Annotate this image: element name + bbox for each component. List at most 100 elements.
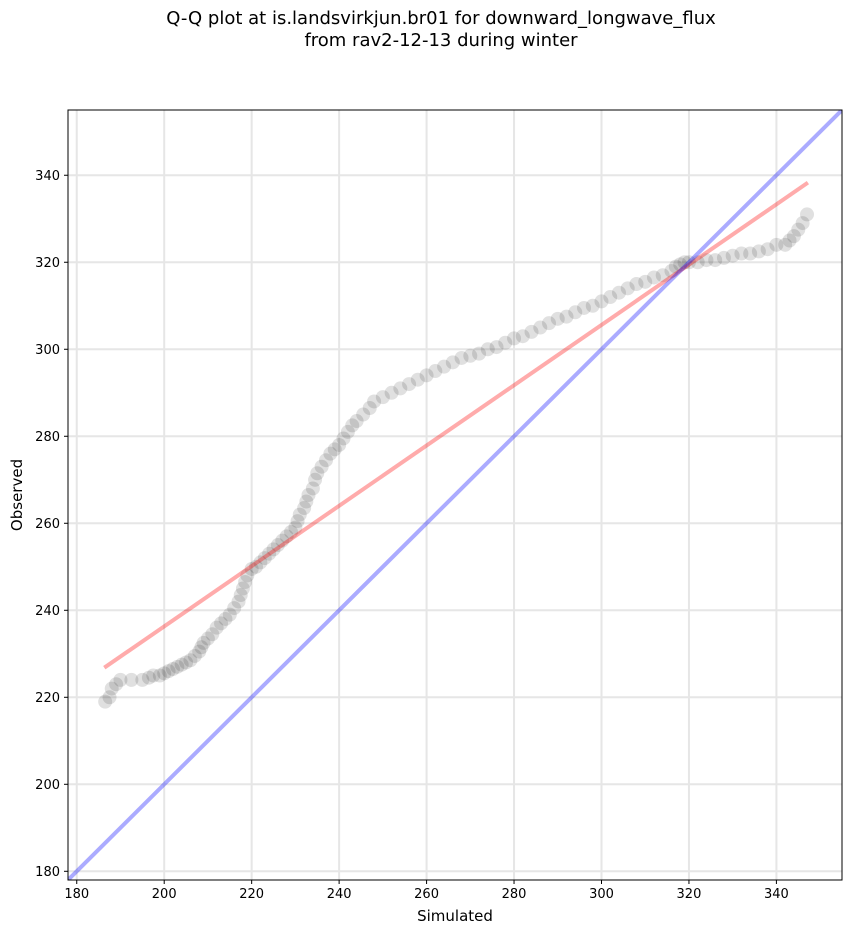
data-point <box>734 246 749 261</box>
data-point <box>716 250 731 265</box>
data-point <box>655 268 670 283</box>
x-tick-label: 280 <box>502 887 527 902</box>
data-point <box>284 524 299 539</box>
y-tick-label: 300 <box>35 343 60 358</box>
data-point <box>299 494 314 509</box>
data-point <box>240 568 255 583</box>
data-point <box>301 488 316 502</box>
data-point <box>681 255 696 270</box>
chart-title: Q-Q plot at is.landsvirkjun.br01 for dow… <box>0 8 851 52</box>
data-point <box>362 400 377 415</box>
data-point <box>356 407 371 422</box>
data-point <box>109 677 124 692</box>
data-point <box>227 601 242 616</box>
data-point <box>725 248 740 263</box>
data-point <box>472 346 487 361</box>
data-point <box>146 668 161 683</box>
data-point <box>786 229 801 244</box>
data-point <box>585 298 600 313</box>
data-point <box>690 255 705 270</box>
data-point <box>290 514 305 529</box>
data-point <box>196 635 211 650</box>
data-point <box>393 381 408 396</box>
identity-line <box>68 110 842 880</box>
data-point <box>327 442 342 457</box>
data-point <box>437 359 452 374</box>
reference-lines <box>68 110 842 880</box>
fit-line <box>103 181 810 670</box>
data-point <box>179 655 194 670</box>
data-point <box>751 244 766 259</box>
data-point <box>445 355 460 370</box>
data-point <box>161 664 176 679</box>
data-point <box>187 648 202 663</box>
data-point <box>279 529 294 544</box>
data-point <box>515 329 530 344</box>
data-point <box>336 431 351 446</box>
data-point <box>524 324 539 339</box>
data-point <box>194 640 209 655</box>
data-point <box>323 446 338 461</box>
grid <box>68 110 842 880</box>
data-point <box>218 611 233 626</box>
data-point <box>209 620 224 635</box>
data-point <box>152 668 167 683</box>
data-point <box>708 253 723 268</box>
data-point <box>533 320 548 335</box>
data-point <box>791 222 806 237</box>
data-point <box>275 533 290 548</box>
data-point <box>292 507 307 522</box>
data-point <box>345 418 360 433</box>
data-point <box>102 690 117 705</box>
data-point <box>480 342 495 357</box>
data-point <box>577 300 591 315</box>
data-point <box>603 290 618 305</box>
plot-frame <box>67 109 843 881</box>
data-point <box>664 263 679 278</box>
title-line-2: from rav2-12-13 during winter <box>304 30 578 51</box>
data-point <box>340 424 355 439</box>
data-point <box>305 481 320 496</box>
data-point <box>174 657 189 672</box>
y-tick-label: 200 <box>35 778 60 793</box>
y-axis-label: Observed <box>8 459 26 531</box>
data-point <box>594 294 609 309</box>
data-point <box>113 672 128 687</box>
x-axis-label: Simulated <box>417 907 493 925</box>
y-tick-label: 240 <box>35 604 60 619</box>
data-point <box>611 285 626 300</box>
data-point <box>699 253 714 268</box>
data-point <box>620 281 635 296</box>
y-tick-label: 340 <box>35 169 60 184</box>
data-point <box>410 372 425 387</box>
data-point <box>222 607 237 622</box>
data-point <box>559 309 574 324</box>
x-tick-label: 300 <box>589 887 614 902</box>
data-point <box>568 305 583 320</box>
data-point <box>135 672 150 687</box>
y-tick-label: 320 <box>35 256 60 271</box>
data-point <box>638 274 653 289</box>
data-point <box>800 207 815 222</box>
data-point <box>238 575 253 590</box>
data-point <box>743 246 758 261</box>
data-point <box>98 694 113 709</box>
data-point <box>124 672 139 687</box>
x-tick-label: 340 <box>764 887 789 902</box>
data-point <box>629 277 644 292</box>
data-point <box>297 501 312 516</box>
data-point <box>165 662 180 677</box>
data-point <box>266 542 281 557</box>
data-point <box>244 561 259 576</box>
data-point <box>332 437 347 452</box>
x-tick-label: 240 <box>327 887 352 902</box>
data-point <box>550 311 565 326</box>
data-point <box>384 385 399 400</box>
data-point <box>668 259 683 274</box>
y-tick-label: 220 <box>35 691 60 706</box>
y-tick-label: 260 <box>35 517 60 532</box>
data-point <box>454 350 469 365</box>
data-point <box>673 257 688 272</box>
data-point <box>778 237 793 252</box>
